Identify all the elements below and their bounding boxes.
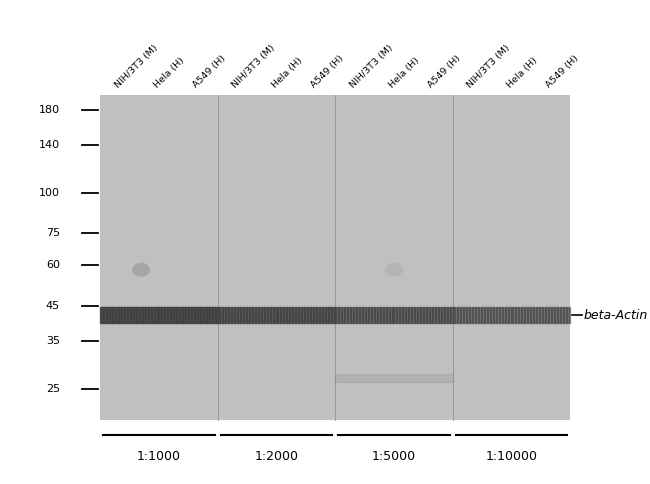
Text: NIH/3T3 (M): NIH/3T3 (M) (465, 44, 512, 90)
Text: Hela (H): Hela (H) (387, 56, 421, 90)
Text: 75: 75 (46, 228, 60, 239)
Text: 140: 140 (39, 140, 60, 151)
Text: 100: 100 (39, 188, 60, 198)
Text: 1:2000: 1:2000 (254, 450, 298, 463)
Text: NIH/3T3 (M): NIH/3T3 (M) (348, 44, 395, 90)
Ellipse shape (132, 263, 150, 277)
Text: Hela (H): Hela (H) (505, 56, 539, 90)
Text: A549 (H): A549 (H) (426, 54, 463, 90)
Text: 1:10000: 1:10000 (486, 450, 538, 463)
Text: 1:1000: 1:1000 (136, 450, 181, 463)
Bar (100, 95, 570, 420)
Text: Hela (H): Hela (H) (270, 56, 304, 90)
Text: NIH/3T3 (M): NIH/3T3 (M) (231, 44, 277, 90)
Text: 45: 45 (46, 301, 60, 311)
Text: beta-Actin: beta-Actin (584, 309, 648, 322)
Text: NIH/3T3 (M): NIH/3T3 (M) (113, 44, 160, 90)
Text: 25: 25 (46, 383, 60, 393)
Text: 60: 60 (46, 260, 60, 270)
Text: A549 (H): A549 (H) (192, 54, 228, 90)
Text: 1:5000: 1:5000 (372, 450, 416, 463)
Ellipse shape (385, 263, 403, 277)
Text: 180: 180 (39, 105, 60, 115)
Text: Hela (H): Hela (H) (152, 56, 187, 90)
Text: A549 (H): A549 (H) (544, 54, 580, 90)
Text: 35: 35 (46, 336, 60, 346)
Text: A549 (H): A549 (H) (309, 54, 345, 90)
